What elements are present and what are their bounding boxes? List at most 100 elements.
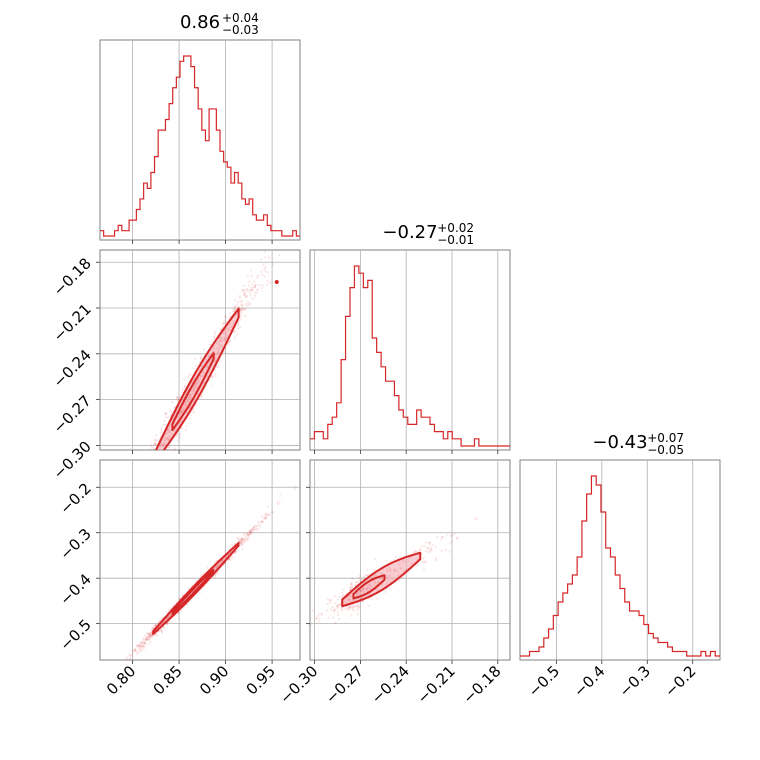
sample-point (248, 303, 251, 307)
sample-point (334, 621, 337, 624)
sample-point (340, 608, 343, 611)
sample-point (134, 647, 137, 650)
sample-point (140, 488, 142, 490)
sample-point (141, 471, 143, 473)
sample-point (241, 542, 244, 546)
sample-point (440, 538, 443, 541)
sample-point (198, 591, 201, 594)
sample-point (274, 245, 276, 247)
sample-point (160, 455, 162, 457)
sample-point (240, 544, 243, 547)
sample-point (239, 541, 242, 544)
sample-point (357, 577, 360, 580)
sample-point (262, 284, 265, 287)
sample-point (160, 427, 163, 430)
sample-point (336, 598, 339, 601)
sample-point (163, 452, 165, 454)
sample-point (145, 638, 148, 641)
sample-point (146, 638, 150, 641)
sample-point (140, 476, 142, 478)
sample-point (155, 462, 157, 464)
sample-point (149, 478, 151, 480)
sample-point (351, 577, 354, 580)
panel-frame (99, 39, 301, 241)
sample-point (200, 574, 203, 577)
sample-point (347, 607, 350, 611)
sample-point (194, 364, 197, 368)
sample-point (176, 439, 179, 442)
sample-point (99, 683, 101, 685)
sample-point (250, 528, 254, 532)
sample-point (251, 526, 255, 530)
sample-point (340, 609, 343, 612)
sample-point (149, 463, 151, 465)
sample-point (153, 465, 155, 467)
sample-point (159, 461, 161, 463)
sample-point (168, 608, 171, 611)
sample-point (245, 532, 248, 535)
sample-point (277, 503, 280, 506)
sample-point (364, 574, 367, 577)
sample-point (337, 617, 341, 621)
sample-point (141, 494, 143, 496)
sample-point (148, 632, 151, 636)
sample-point (139, 647, 142, 650)
sample-point (136, 644, 139, 647)
sample-point (159, 457, 161, 459)
sample-point (233, 552, 237, 555)
sample-point (474, 518, 477, 521)
sample-point (258, 284, 261, 287)
sample-point (122, 500, 124, 502)
sample-point (444, 548, 447, 551)
sample-point (150, 629, 153, 632)
sample-point (335, 605, 338, 608)
sample-point (145, 466, 147, 468)
sample-point (232, 330, 236, 333)
sample-point (152, 446, 155, 449)
sample-point (247, 301, 250, 304)
sample-point (150, 455, 152, 457)
sample-point (239, 539, 242, 542)
panel-frame (99, 249, 301, 451)
sample-point (164, 416, 167, 419)
sample-point (144, 638, 147, 642)
sample-point (114, 526, 116, 528)
sample-point (268, 513, 271, 516)
sample-point (254, 524, 257, 527)
sample-point (177, 396, 180, 399)
sample-point (153, 451, 155, 453)
sample-point (147, 467, 149, 469)
sample-point (383, 590, 387, 593)
sample-point (162, 423, 165, 426)
sample-point (426, 550, 430, 554)
sample-point (125, 656, 128, 659)
sample-point (348, 586, 351, 590)
sample-point (216, 571, 219, 574)
sample-point (142, 644, 145, 648)
sample-point (260, 270, 263, 273)
y-tick-label: −0.21 (50, 300, 95, 345)
sample-point (243, 314, 246, 317)
sample-point (448, 550, 451, 553)
sample-point (255, 291, 258, 295)
sample-point (420, 545, 423, 548)
sample-point (159, 453, 161, 455)
x-tick-label: 0.95 (243, 662, 279, 698)
sample-point (186, 417, 189, 420)
sample-point (137, 651, 140, 654)
sample-point (240, 308, 243, 311)
sample-point (153, 455, 155, 457)
sample-point (151, 635, 154, 638)
sample-point (225, 320, 228, 324)
sample-point (150, 630, 153, 634)
sample-point (260, 287, 263, 290)
sample-point (372, 569, 376, 572)
sample-point (253, 524, 256, 528)
sample-point (349, 586, 352, 589)
contour-outline (154, 307, 240, 450)
sample-point (315, 617, 318, 620)
sample-point (330, 608, 333, 611)
sample-point (331, 606, 334, 609)
sample-point (456, 537, 459, 540)
sample-point (421, 560, 424, 564)
